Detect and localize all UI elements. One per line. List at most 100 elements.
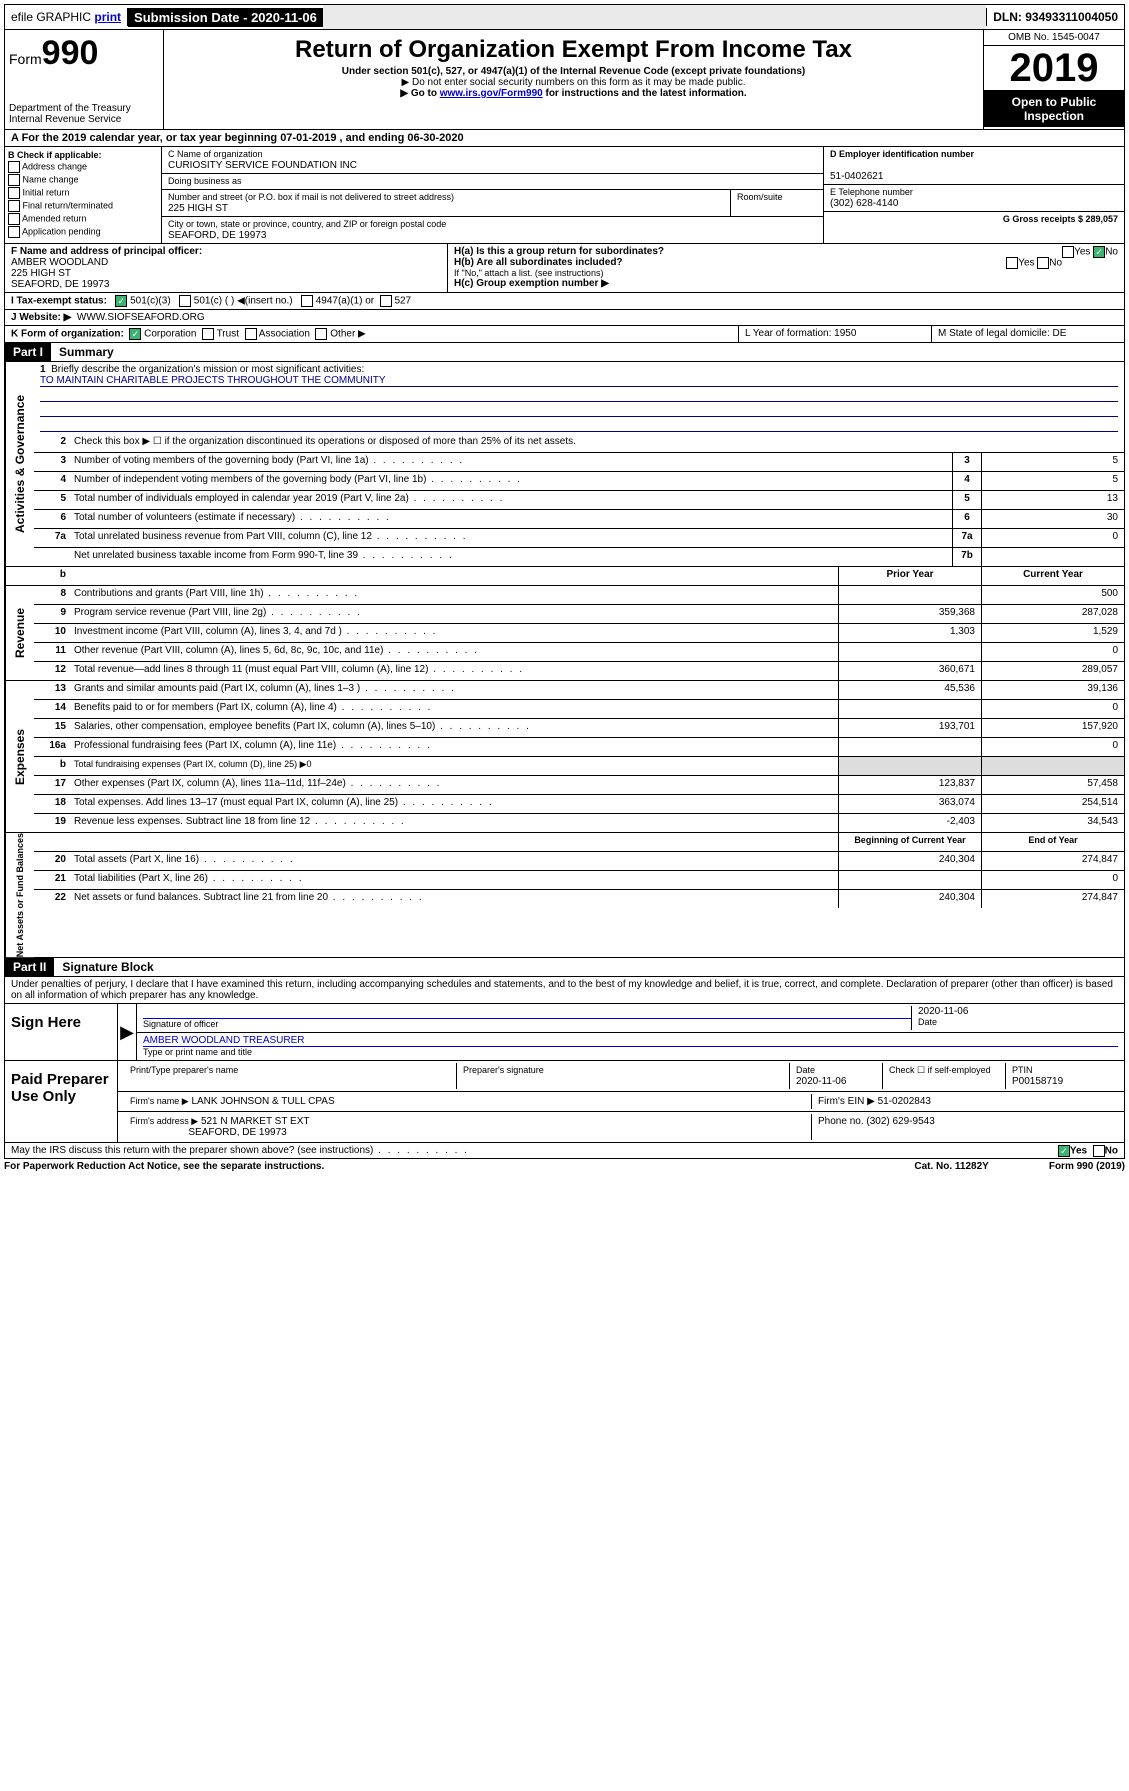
end-year-head: End of Year	[981, 833, 1124, 851]
ln-text: Investment income (Part VIII, column (A)…	[70, 624, 838, 642]
data-line: 12 Total revenue—add lines 8 through 11 …	[34, 662, 1124, 680]
ln-current: 500	[981, 586, 1124, 604]
name-label: Type or print name and title	[143, 1047, 252, 1057]
data-line: 10 Investment income (Part VIII, column …	[34, 624, 1124, 643]
ln-text: Total liabilities (Part X, line 26)	[70, 871, 838, 889]
ln-current: 287,028	[981, 605, 1124, 623]
page-footer: For Paperwork Reduction Act Notice, see …	[4, 1159, 1125, 1174]
cb-amended-return[interactable]: Amended return	[8, 213, 158, 225]
submission-date: Submission Date - 2020-11-06	[128, 8, 323, 27]
summary-line: Net unrelated business taxable income fr…	[34, 548, 1124, 566]
sign-here-block: Sign Here ▶ Signature of officer 2020-11…	[4, 1004, 1125, 1061]
firm-name-label: Firm's name ▶	[130, 1096, 189, 1106]
ln-prior	[838, 643, 981, 661]
data-line: 16a Professional fundraising fees (Part …	[34, 738, 1124, 757]
opt-527: 527	[394, 296, 411, 307]
row-a: A For the 2019 calendar year, or tax yea…	[4, 130, 1125, 147]
summary-line: 3 Number of voting members of the govern…	[34, 453, 1124, 472]
city-val: SEAFORD, DE 19973	[168, 230, 266, 241]
header-note2: ▶ Go to www.irs.gov/Form990 for instruct…	[168, 88, 979, 99]
netassets-hdr-row: Net Assets or Fund Balances Beginning of…	[4, 833, 1125, 958]
ln-box: 4	[952, 472, 981, 490]
part1-title: Summary	[51, 343, 122, 361]
hb-note: If "No," attach a list. (see instruction…	[454, 268, 1118, 278]
cb-label: Initial return	[23, 187, 70, 197]
ln-box: 7b	[952, 548, 981, 566]
date-cell: 2020-11-06 Date	[911, 1006, 1118, 1030]
form-title: Return of Organization Exempt From Incom…	[168, 36, 979, 64]
ln-current: 0	[981, 738, 1124, 756]
ln-current: 274,847	[981, 852, 1124, 870]
blank	[34, 833, 70, 851]
mission-text: TO MAINTAIN CHARITABLE PROJECTS THROUGHO…	[40, 375, 1118, 387]
cb-initial-return[interactable]: Initial return	[8, 187, 158, 199]
row-f-h: F Name and address of principal officer:…	[4, 244, 1125, 293]
print-link[interactable]: print	[94, 10, 121, 24]
ln-box: 3	[952, 453, 981, 471]
ln-prior: 1,303	[838, 624, 981, 642]
opt-501c3: 501(c)(3)	[130, 296, 171, 307]
ln-num: 18	[34, 795, 70, 813]
ln-current	[981, 757, 1124, 775]
efile-label: efile GRAPHIC print	[5, 8, 128, 26]
ln-num: 10	[34, 624, 70, 642]
ln-text: Other expenses (Part IX, column (A), lin…	[70, 776, 838, 794]
city-label: City or town, state or province, country…	[168, 219, 446, 229]
mission-block: 1 Briefly describe the organization's mi…	[34, 362, 1124, 434]
org-name-box: C Name of organization CURIOSITY SERVICE…	[162, 147, 823, 174]
ln-current: 254,514	[981, 795, 1124, 813]
officer-name: AMBER WOODLAND	[11, 257, 108, 268]
ln-text: Total revenue—add lines 8 through 11 (mu…	[70, 662, 838, 680]
yes-label: Yes	[1074, 247, 1090, 258]
ln-text: Salaries, other compensation, employee b…	[70, 719, 838, 737]
hb-row: H(b) Are all subordinates included? Yes …	[454, 257, 1118, 268]
sig-officer-cell: Signature of officer	[143, 1006, 911, 1030]
side-blank	[5, 567, 34, 585]
part2-header: Part II	[5, 958, 54, 976]
data-line: 19 Revenue less expenses. Subtract line …	[34, 814, 1124, 832]
col-b-head: B Check if applicable:	[8, 150, 102, 160]
firm-name: LANK JOHNSON & TULL CPAS	[191, 1096, 334, 1107]
tel-label: E Telephone number	[830, 187, 913, 197]
ein-val: 51-0402621	[830, 171, 883, 182]
form990-link[interactable]: www.irs.gov/Form990	[440, 88, 543, 99]
tel-val: (302) 628-4140	[830, 198, 898, 209]
firm-addr: 521 N MARKET ST EXT	[201, 1116, 310, 1127]
ln-text: Number of voting members of the governin…	[70, 453, 952, 471]
org-name: CURIOSITY SERVICE FOUNDATION INC	[168, 160, 357, 171]
ln-num: 22	[34, 890, 70, 908]
ln-num: 2	[34, 434, 70, 452]
ln-box: 5	[952, 491, 981, 509]
yes-label: Yes	[1018, 258, 1034, 269]
cb-name-change[interactable]: Name change	[8, 174, 158, 186]
arrow-icon: ▶	[118, 1004, 137, 1060]
mission-line	[40, 417, 1118, 432]
cb-label: Name change	[23, 174, 79, 184]
j-label: J Website: ▶	[11, 312, 71, 323]
ln-current: 57,458	[981, 776, 1124, 794]
col-d: D Employer identification number 51-0402…	[823, 147, 1124, 243]
ln-text: Total assets (Part X, line 16)	[70, 852, 838, 870]
ln-current: 274,847	[981, 890, 1124, 908]
ln-num: 4	[34, 472, 70, 490]
ln-num: 21	[34, 871, 70, 889]
ln-val	[981, 548, 1124, 566]
netassets-column-headers: Beginning of Current Year End of Year	[34, 833, 1124, 852]
summary-line: 7a Total unrelated business revenue from…	[34, 529, 1124, 548]
ln-prior	[838, 738, 981, 756]
ln-val: 5	[981, 453, 1124, 471]
ln-num: 14	[34, 700, 70, 718]
ein-label: D Employer identification number	[830, 149, 974, 159]
date-label: Date	[918, 1017, 937, 1027]
ln-prior: 363,074	[838, 795, 981, 813]
cb-application-pending[interactable]: Application pending	[8, 226, 158, 238]
officer-addr2: SEAFORD, DE 19973	[11, 279, 109, 290]
yes-label: Yes	[1070, 1146, 1087, 1157]
data-line: 8 Contributions and grants (Part VIII, l…	[34, 586, 1124, 605]
ln-prior: 45,536	[838, 681, 981, 699]
ln-prior	[838, 586, 981, 604]
cb-final-return[interactable]: Final return/terminated	[8, 200, 158, 212]
cb-address-change[interactable]: Address change	[8, 161, 158, 173]
ln-current: 157,920	[981, 719, 1124, 737]
ln-prior: -2,403	[838, 814, 981, 832]
